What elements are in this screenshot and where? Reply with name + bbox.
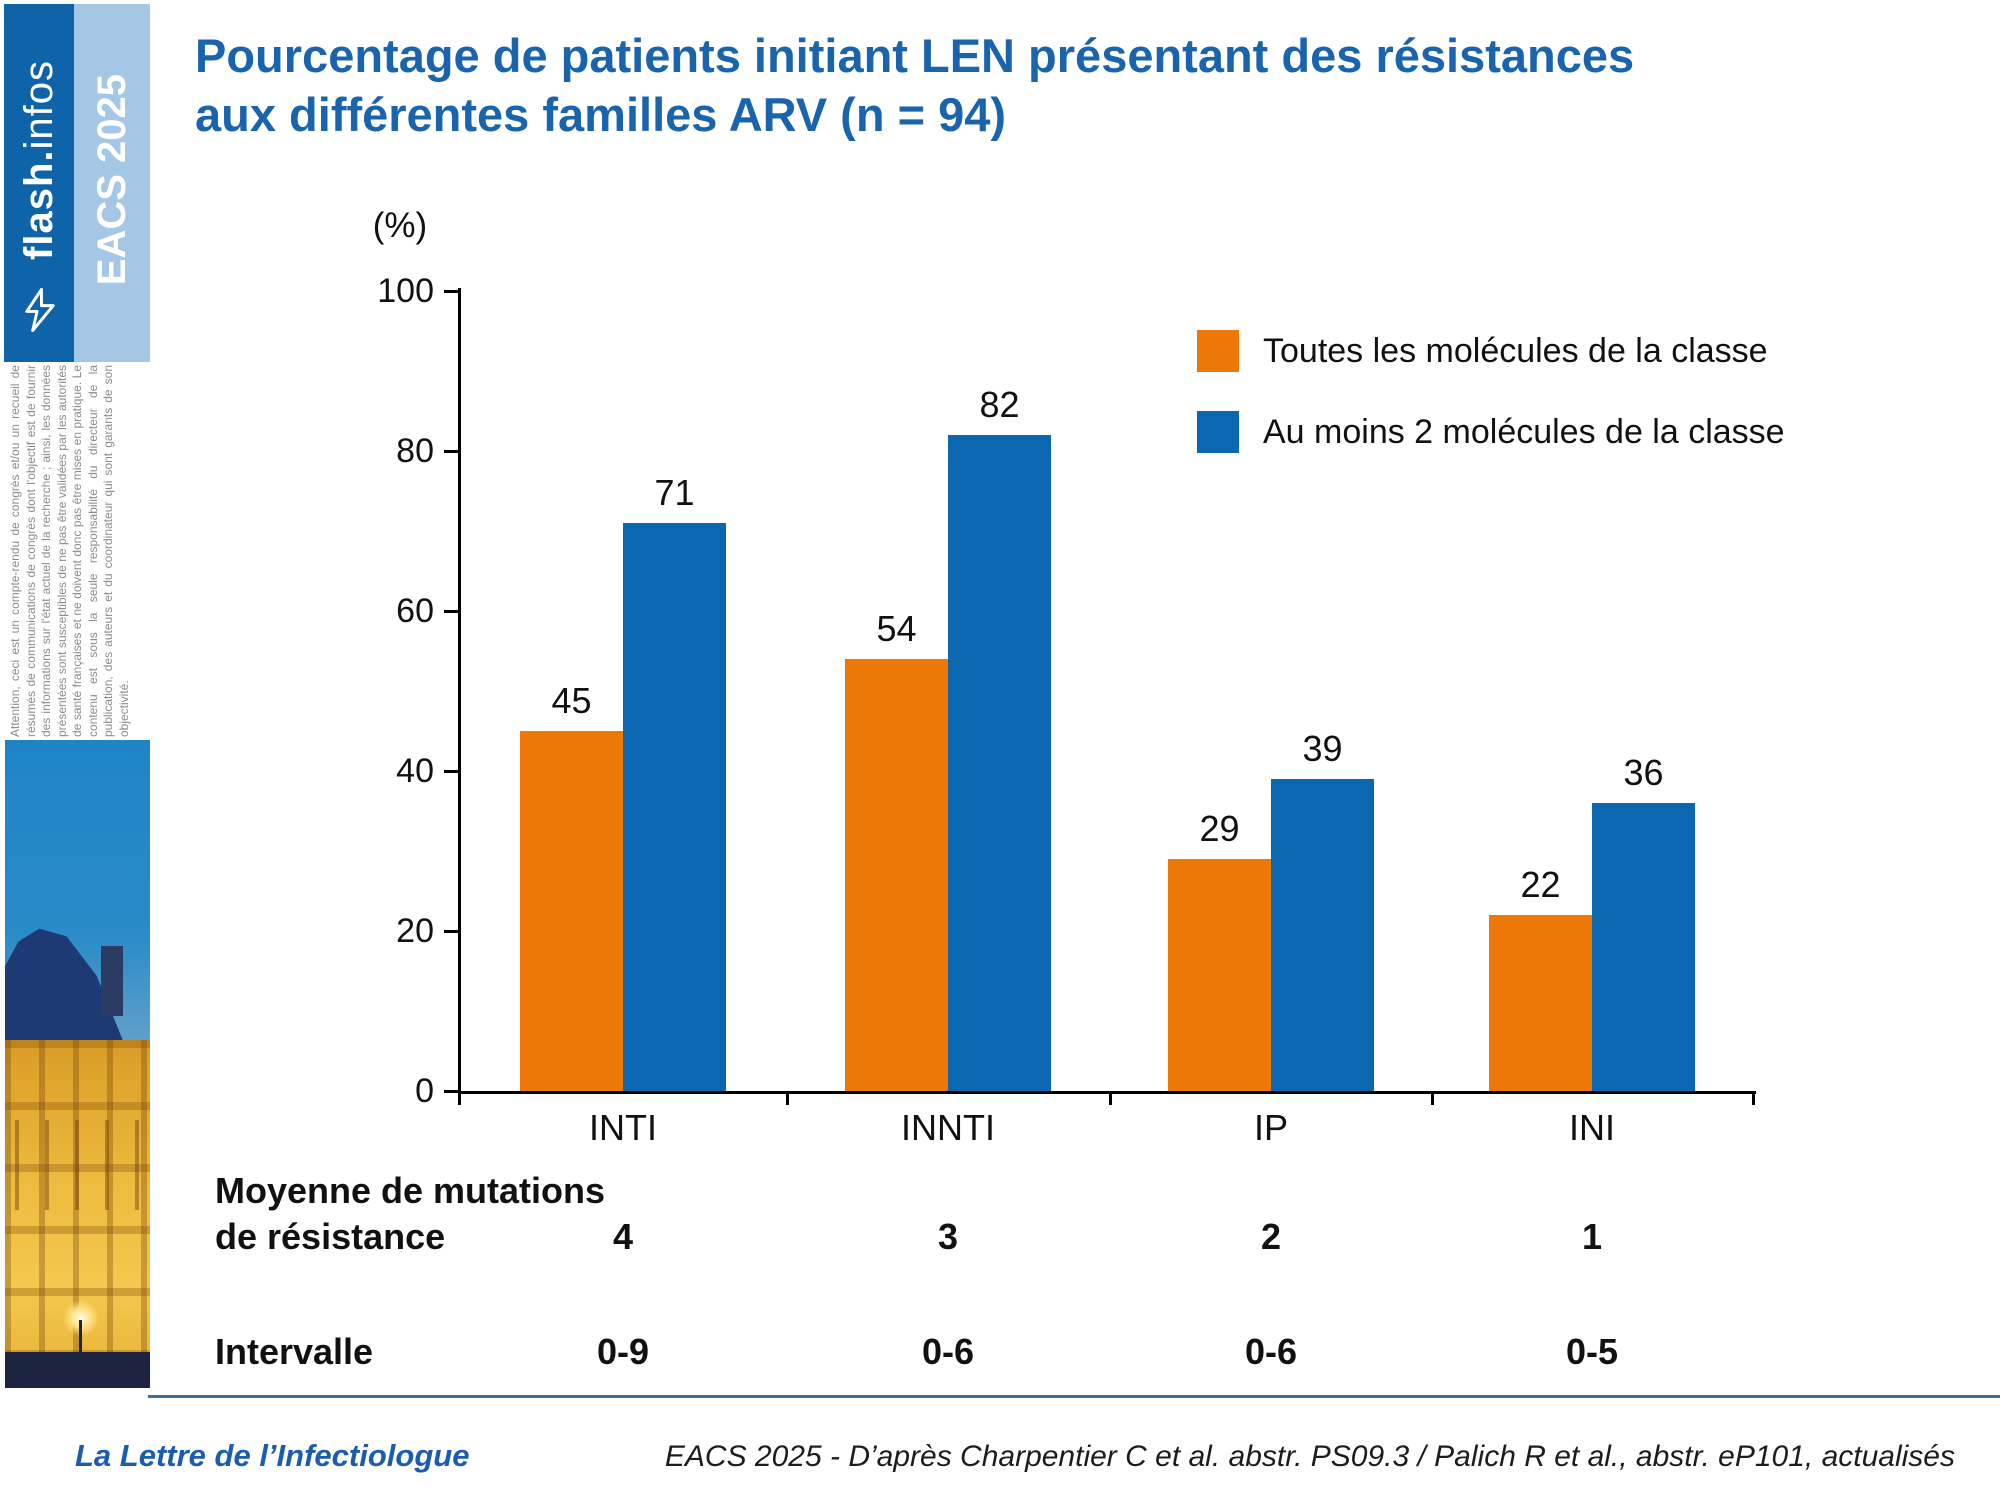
y-tick-60 bbox=[444, 610, 458, 613]
bar-ini-atleast2 bbox=[1592, 803, 1695, 1091]
bar-value-ip-all: 29 bbox=[1199, 808, 1240, 849]
intervalle-row-label: Intervalle bbox=[215, 1331, 374, 1372]
sidebar-eacs-band bbox=[74, 4, 150, 362]
moyenne-value-ini: 1 bbox=[1581, 1216, 1603, 1257]
bar-value-ini-atleast2: 36 bbox=[1623, 752, 1664, 793]
x-tick-1 bbox=[786, 1091, 789, 1105]
x-tick-4 bbox=[1752, 1091, 1755, 1105]
sidebar-flash-infos-band bbox=[4, 4, 74, 362]
bar-innti-all bbox=[845, 659, 948, 1091]
x-tick-3 bbox=[1431, 1091, 1434, 1105]
photo-chimney bbox=[101, 946, 123, 1016]
page-title: Pourcentage de patients initiant LEN pré… bbox=[195, 26, 1895, 144]
x-tick-2 bbox=[1109, 1091, 1112, 1105]
x-axis-line bbox=[458, 1091, 1756, 1094]
louvre-photo bbox=[5, 740, 150, 1388]
y-tick-40 bbox=[444, 770, 458, 773]
bar-ip-all bbox=[1168, 859, 1271, 1091]
bar-value-innti-atleast2: 82 bbox=[979, 384, 1020, 425]
moyenne-mutations-row-label: Moyenne de mutations de résistance bbox=[215, 1170, 606, 1257]
bar-value-inti-all: 45 bbox=[551, 680, 592, 721]
x-category-ip: IP bbox=[1253, 1107, 1288, 1148]
moyenne-value-innti: 3 bbox=[937, 1216, 959, 1257]
moyenne-value-inti: 4 bbox=[612, 1216, 634, 1257]
legend-label-au-moins-2: Au moins 2 molécules de la classe bbox=[1263, 412, 1785, 451]
x-category-innti: INNTI bbox=[901, 1107, 995, 1148]
bar-value-innti-all: 54 bbox=[876, 608, 917, 649]
footer-brand: La Lettre de l’Infectiologue bbox=[75, 1438, 470, 1473]
bar-value-inti-atleast2: 71 bbox=[654, 472, 695, 513]
legend-label-toutes: Toutes les molécules de la classe bbox=[1263, 331, 1768, 370]
page-title-line1: Pourcentage de patients initiant LEN pré… bbox=[195, 29, 1635, 82]
y-axis-unit-label: (%) bbox=[372, 206, 428, 245]
y-tick-label-60: 60 bbox=[396, 592, 434, 630]
moyenne-value-ip: 2 bbox=[1260, 1216, 1282, 1257]
y-tick-label-100: 100 bbox=[377, 272, 434, 310]
bar-value-ip-atleast2: 39 bbox=[1302, 728, 1343, 769]
legend-swatch-orange bbox=[1197, 330, 1239, 372]
y-tick-label-20: 20 bbox=[396, 912, 434, 950]
photo-street bbox=[5, 1352, 150, 1388]
intervalle-value-ip: 0-6 bbox=[1244, 1331, 1298, 1372]
footer-divider bbox=[148, 1395, 2000, 1398]
intervalle-value-ini: 0-5 bbox=[1565, 1331, 1619, 1372]
photo-arches bbox=[5, 1120, 150, 1210]
intervalle-value-inti: 0-9 bbox=[596, 1331, 650, 1372]
y-tick-label-80: 80 bbox=[396, 432, 434, 470]
legend-item-au-moins-2: Au moins 2 molécules de la classe bbox=[1197, 408, 1785, 456]
y-tick-80 bbox=[444, 450, 458, 453]
footer-source-citation: EACS 2025 - D’après Charpentier C et al.… bbox=[664, 1440, 1955, 1473]
legend-swatch-blue bbox=[1197, 411, 1239, 453]
bar-ini-all bbox=[1489, 915, 1592, 1091]
bar-ip-atleast2 bbox=[1271, 779, 1374, 1091]
bar-value-ini-all: 22 bbox=[1520, 864, 1561, 905]
bar-inti-atleast2 bbox=[623, 523, 726, 1091]
legend-item-toutes: Toutes les molécules de la classe bbox=[1197, 327, 1768, 375]
intervalle-value-innti: 0-6 bbox=[921, 1331, 975, 1372]
y-tick-100 bbox=[444, 290, 458, 293]
page-title-line2: aux différentes familles ARV (n = 94) bbox=[195, 88, 1007, 141]
x-category-ini: INI bbox=[1568, 1107, 1615, 1148]
bar-innti-atleast2 bbox=[948, 435, 1051, 1091]
y-tick-0 bbox=[444, 1090, 458, 1093]
y-tick-label-0: 0 bbox=[415, 1072, 434, 1110]
bar-inti-all bbox=[520, 731, 623, 1091]
y-tick-20 bbox=[444, 930, 458, 933]
y-tick-label-40: 40 bbox=[396, 752, 434, 790]
x-category-inti: INTI bbox=[589, 1107, 657, 1148]
y-axis-line bbox=[458, 288, 461, 1105]
photo-lamp-post bbox=[79, 1320, 82, 1360]
lightning-bolt-icon bbox=[22, 288, 58, 332]
